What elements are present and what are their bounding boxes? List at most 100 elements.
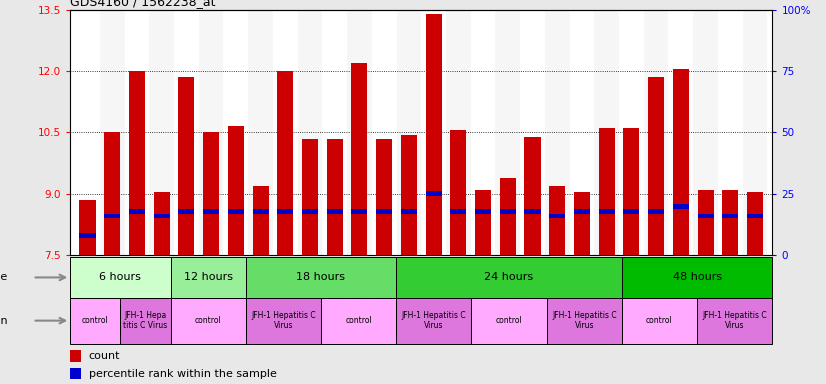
Bar [547,298,622,344]
Bar [253,186,268,255]
Bar [154,214,169,218]
Bar [549,186,565,255]
Bar [472,298,547,344]
Bar [697,214,714,218]
Bar [743,10,767,255]
Bar [722,190,738,255]
Bar [747,214,763,218]
Bar [624,128,639,255]
Bar [450,131,467,255]
Bar [624,209,639,214]
Bar [599,209,615,214]
Bar [100,10,125,255]
Bar [668,10,693,255]
Bar [673,204,689,209]
Bar [697,298,772,344]
Bar [619,10,643,255]
Bar [648,77,664,255]
Bar [545,10,570,255]
Bar [327,209,343,214]
Bar [475,209,491,214]
Bar [574,209,590,214]
Text: JFH-1 Hepatitis C
Virus: JFH-1 Hepatitis C Virus [401,311,466,330]
Bar [278,71,293,255]
Bar [224,10,248,255]
Bar [104,132,121,255]
Bar [549,214,565,218]
Text: count: count [89,351,121,361]
Bar [396,10,421,255]
Bar [129,209,145,214]
Bar [199,10,224,255]
Bar [178,77,194,255]
Bar [248,10,273,255]
Text: 18 hours: 18 hours [297,272,345,283]
Text: control: control [82,316,109,325]
Bar [322,10,347,255]
Bar [203,209,219,214]
Bar [425,192,442,196]
Bar [79,233,96,238]
Bar [150,10,174,255]
Bar [297,10,322,255]
Bar [396,257,622,298]
Bar [129,71,145,255]
Bar [121,298,170,344]
Text: control: control [195,316,221,325]
Bar [396,298,472,344]
Bar [228,209,244,214]
Bar [327,139,343,255]
Bar [104,214,121,218]
Bar [170,257,246,298]
Bar [599,128,615,255]
Bar [170,298,246,344]
Bar [79,200,96,255]
Bar [471,10,496,255]
Text: GDS4160 / 1562238_at: GDS4160 / 1562238_at [70,0,216,8]
Text: percentile rank within the sample: percentile rank within the sample [89,369,277,379]
Bar [228,126,244,255]
Text: infection: infection [0,316,7,326]
Bar [178,209,194,214]
Bar [697,190,714,255]
Bar [446,10,471,255]
Text: control: control [345,316,372,325]
Bar [673,69,689,255]
Bar [722,214,738,218]
Text: 24 hours: 24 hours [485,272,534,283]
Bar [203,132,219,255]
Bar [595,10,619,255]
Bar [500,177,515,255]
Bar [525,209,540,214]
Bar [622,298,697,344]
Bar [718,10,743,255]
Bar [475,190,491,255]
Bar [570,10,595,255]
Text: JFH-1 Hepatitis C
Virus: JFH-1 Hepatitis C Virus [702,311,767,330]
Bar [496,10,520,255]
Bar [500,209,515,214]
Bar [125,10,150,255]
Text: JFH-1 Hepatitis C
Virus: JFH-1 Hepatitis C Virus [251,311,316,330]
Bar [246,298,321,344]
Bar [425,14,442,255]
Text: 6 hours: 6 hours [99,272,141,283]
Bar [347,10,372,255]
Text: control: control [646,316,673,325]
Bar [70,257,170,298]
Bar [246,257,396,298]
Bar [525,137,540,255]
Bar [302,139,318,255]
Text: 12 hours: 12 hours [183,272,233,283]
Bar [70,350,81,362]
Text: time: time [0,272,7,283]
Text: 48 hours: 48 hours [672,272,722,283]
Bar [302,209,318,214]
Bar [643,10,668,255]
Bar [622,257,772,298]
Bar [70,368,81,379]
Text: JFH-1 Hepatitis C
Virus: JFH-1 Hepatitis C Virus [552,311,616,330]
Bar [747,192,763,255]
Bar [372,10,396,255]
Bar [376,139,392,255]
